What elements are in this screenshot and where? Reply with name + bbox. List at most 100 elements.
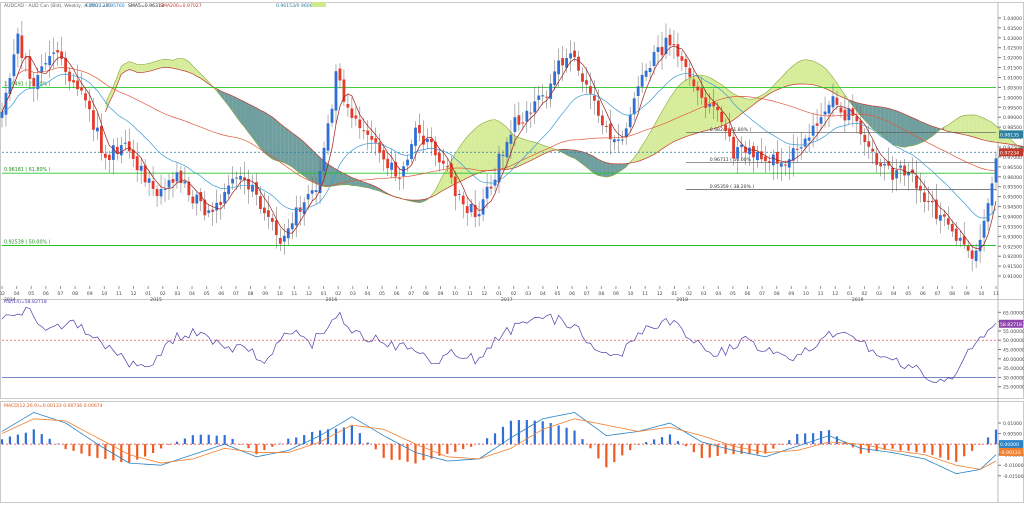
candle-body[interactable] xyxy=(621,139,624,140)
candle-body[interactable] xyxy=(466,206,469,213)
candle-body[interactable] xyxy=(768,161,771,162)
candle-body[interactable] xyxy=(28,56,31,78)
candle-body[interactable] xyxy=(470,204,473,212)
candle-body[interactable] xyxy=(645,71,648,77)
candle-body[interactable] xyxy=(633,98,636,114)
candle-body[interactable] xyxy=(867,141,870,147)
candle-body[interactable] xyxy=(617,140,620,141)
candle-body[interactable] xyxy=(144,165,147,182)
candle-body[interactable] xyxy=(510,135,513,144)
candle-body[interactable] xyxy=(804,139,807,147)
candle-body[interactable] xyxy=(975,251,978,262)
candle-body[interactable] xyxy=(680,56,683,61)
candle-body[interactable] xyxy=(812,126,815,136)
candle-body[interactable] xyxy=(883,164,886,165)
candle-body[interactable] xyxy=(339,69,342,81)
candle-body[interactable] xyxy=(991,183,994,205)
candle-body[interactable] xyxy=(979,240,982,251)
candle-body[interactable] xyxy=(895,170,898,178)
candle-body[interactable] xyxy=(275,220,278,235)
candle-body[interactable] xyxy=(891,168,894,180)
candle-body[interactable] xyxy=(525,111,528,122)
candle-body[interactable] xyxy=(983,221,986,238)
candle-body[interactable] xyxy=(776,152,779,164)
candle-body[interactable] xyxy=(343,79,346,101)
candle-body[interactable] xyxy=(756,152,759,160)
candle-body[interactable] xyxy=(847,109,850,120)
candle-body[interactable] xyxy=(828,105,831,114)
candle-body[interactable] xyxy=(724,125,727,131)
candle-body[interactable] xyxy=(716,107,719,110)
candle-body[interactable] xyxy=(152,181,155,189)
candle-body[interactable] xyxy=(442,161,445,164)
candle-body[interactable] xyxy=(816,123,819,125)
candle-body[interactable] xyxy=(764,156,767,161)
candle-body[interactable] xyxy=(315,190,318,192)
candle-body[interactable] xyxy=(720,112,723,122)
candle-body[interactable] xyxy=(263,208,266,214)
candle-body[interactable] xyxy=(72,80,75,82)
candle-body[interactable] xyxy=(585,80,588,84)
candle-body[interactable] xyxy=(156,189,159,196)
candle-body[interactable] xyxy=(124,143,127,144)
candle-body[interactable] xyxy=(454,177,457,196)
candle-body[interactable] xyxy=(56,50,59,52)
candle-body[interactable] xyxy=(840,108,843,113)
candle-body[interactable] xyxy=(128,141,131,151)
candle-body[interactable] xyxy=(386,159,389,168)
candle-body[interactable] xyxy=(613,139,616,142)
candle-body[interactable] xyxy=(490,187,493,189)
candle-body[interactable] xyxy=(335,71,338,110)
candle-body[interactable] xyxy=(96,128,99,132)
candle-body[interactable] xyxy=(796,149,799,150)
candle-body[interactable] xyxy=(406,160,409,166)
candle-body[interactable] xyxy=(673,44,676,45)
candle-body[interactable] xyxy=(597,101,600,116)
candle-body[interactable] xyxy=(362,130,365,131)
candle-body[interactable] xyxy=(366,130,369,134)
candle-body[interactable] xyxy=(219,202,222,205)
candle-body[interactable] xyxy=(358,119,361,128)
candle-body[interactable] xyxy=(307,194,310,200)
candle-body[interactable] xyxy=(800,147,803,148)
candle-body[interactable] xyxy=(231,179,234,184)
candle-body[interactable] xyxy=(140,166,143,171)
candle-body[interactable] xyxy=(700,88,703,98)
candle-body[interactable] xyxy=(235,178,238,179)
candle-body[interactable] xyxy=(32,78,35,86)
candle-body[interactable] xyxy=(5,93,8,115)
candle-body[interactable] xyxy=(1,112,4,118)
candle-body[interactable] xyxy=(557,60,560,74)
candle-body[interactable] xyxy=(955,229,958,241)
candle-body[interactable] xyxy=(732,137,735,159)
candle-body[interactable] xyxy=(148,178,151,182)
candle-body[interactable] xyxy=(374,138,377,142)
candle-body[interactable] xyxy=(569,53,572,58)
candle-body[interactable] xyxy=(593,96,596,101)
candle-body[interactable] xyxy=(506,142,509,157)
candle-body[interactable] xyxy=(311,190,314,194)
candle-body[interactable] xyxy=(736,147,739,158)
candle-body[interactable] xyxy=(20,35,23,58)
candle-body[interactable] xyxy=(653,52,656,66)
candle-body[interactable] xyxy=(943,214,946,216)
candle-body[interactable] xyxy=(354,115,357,118)
candle-body[interactable] xyxy=(871,149,874,152)
candle-body[interactable] xyxy=(915,176,918,189)
candle-body[interactable] xyxy=(832,96,835,107)
candle-body[interactable] xyxy=(323,148,326,171)
candle-body[interactable] xyxy=(164,189,167,190)
candle-body[interactable] xyxy=(971,251,974,259)
candle-body[interactable] xyxy=(100,126,103,153)
candle-body[interactable] xyxy=(267,210,270,217)
candle-body[interactable] xyxy=(108,155,111,160)
candle-body[interactable] xyxy=(661,47,664,55)
candle-body[interactable] xyxy=(637,86,640,96)
candle-body[interactable] xyxy=(48,56,51,65)
candle-body[interactable] xyxy=(52,53,55,54)
candle-body[interactable] xyxy=(76,81,79,90)
candle-body[interactable] xyxy=(259,196,262,209)
candle-body[interactable] xyxy=(80,87,83,90)
candle-body[interactable] xyxy=(545,97,548,98)
candle-body[interactable] xyxy=(283,236,286,242)
